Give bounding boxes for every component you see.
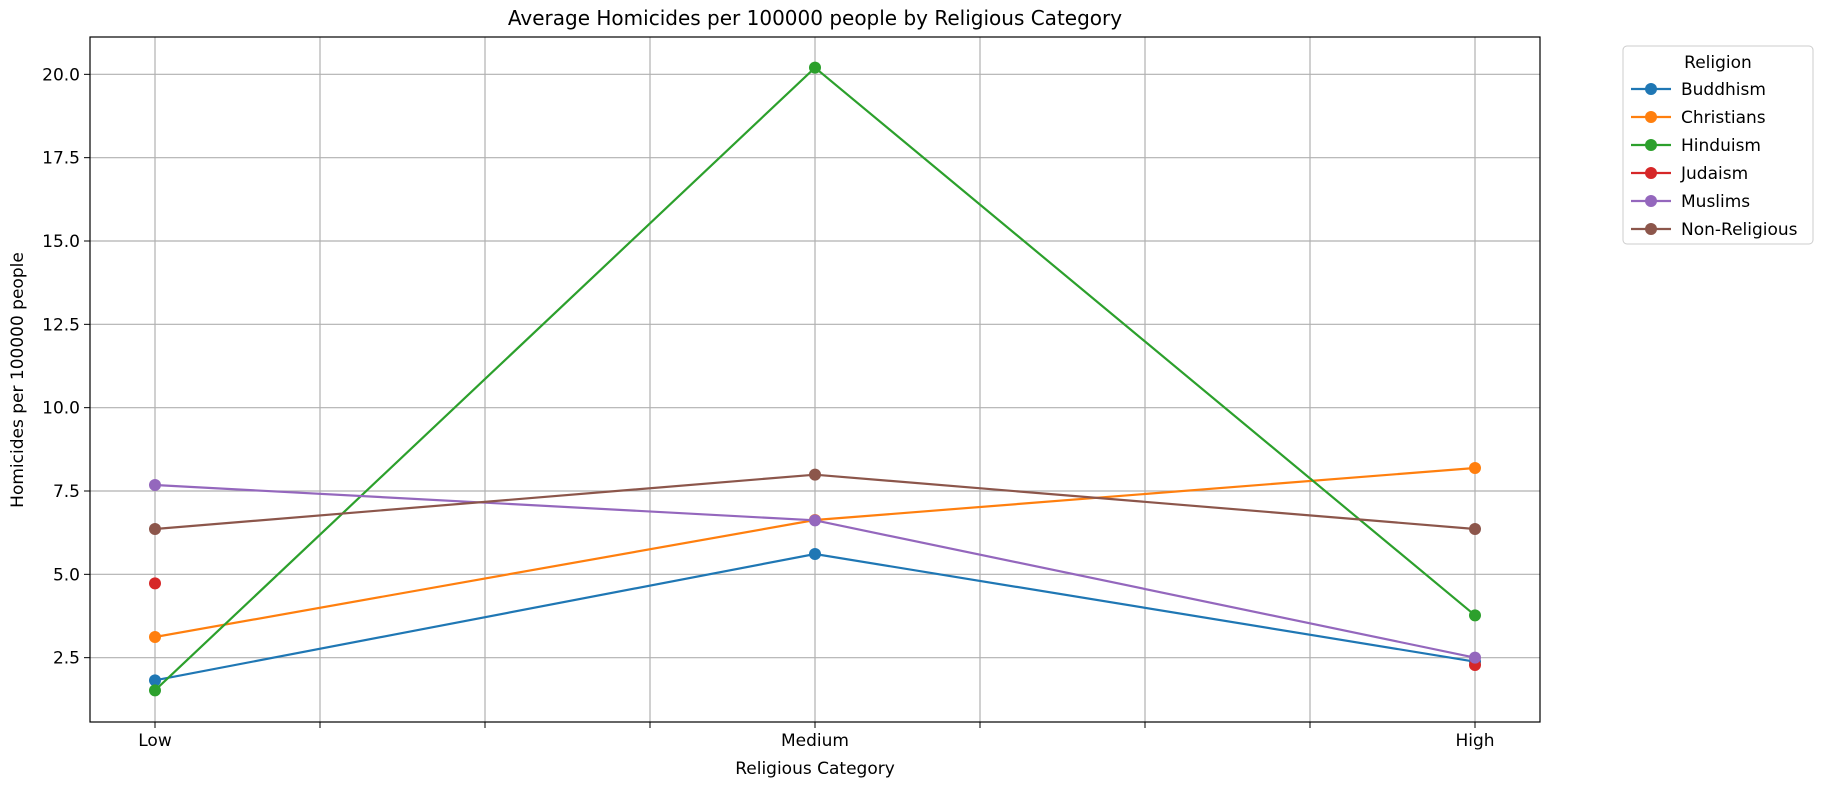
legend-label: Hinduism <box>1681 136 1761 156</box>
data-point-christians <box>149 631 161 643</box>
axis-ticks: Low Medium High 2.5 5.0 7.5 10.0 12.5 15.0 17.5 20… <box>42 65 1494 751</box>
series-muslims <box>149 479 1481 664</box>
legend-label: Muslims <box>1681 192 1750 212</box>
data-point-non-religious <box>809 468 821 481</box>
y-tick-label: 17.5 <box>42 149 80 169</box>
legend-item-judaism: Judaism <box>1631 164 1748 184</box>
data-point-hinduism <box>1469 609 1481 622</box>
legend-label: Christians <box>1681 108 1766 128</box>
x-tick-label: Low <box>138 731 172 751</box>
legend-label: Judaism <box>1680 164 1748 184</box>
legend-swatch-marker <box>1645 139 1657 151</box>
series-hinduism <box>149 61 1481 697</box>
legend-item-hinduism: Hinduism <box>1631 136 1761 156</box>
legend-item-christians: Christians <box>1631 108 1766 128</box>
x-tick-label: Medium <box>781 731 849 751</box>
legend-title: Religion <box>1684 53 1752 73</box>
data-point-non-religious <box>149 523 161 535</box>
data-point-buddhism <box>149 674 161 687</box>
y-axis-label: Homicides per 100000 people <box>8 252 28 508</box>
legend-item-muslims: Muslims <box>1631 192 1750 212</box>
y-tick-label: 12.5 <box>42 315 80 335</box>
legend-label: Buddhism <box>1681 80 1766 100</box>
legend-swatch-marker <box>1645 83 1657 95</box>
data-point-muslims <box>809 514 821 527</box>
data-point-hinduism <box>149 684 161 697</box>
legend-box <box>1622 45 1814 245</box>
legend-item-buddhism: Buddhism <box>1631 80 1766 100</box>
legend-item-non-religious: Non-Religious <box>1631 220 1798 240</box>
legend-swatch-marker <box>1645 223 1657 235</box>
grid-lines <box>90 37 1540 722</box>
y-tick-label: 10.0 <box>42 399 80 419</box>
y-tick-label: 5.0 <box>53 565 80 585</box>
legend-label: Non-Religious <box>1681 220 1798 240</box>
x-axis-label: Religious Category <box>735 759 895 779</box>
chart-title: Average Homicides per 100000 people by R… <box>508 6 1122 30</box>
data-point-muslims <box>1469 651 1481 664</box>
data-point-judaism <box>149 577 161 590</box>
legend-swatch-marker <box>1645 111 1657 123</box>
y-tick-label: 15.0 <box>42 232 80 252</box>
data-point-hinduism <box>809 61 821 74</box>
legend-swatch-marker <box>1645 167 1657 179</box>
data-point-muslims <box>149 479 161 491</box>
data-point-non-religious <box>1469 523 1481 535</box>
data-point-buddhism <box>809 548 821 560</box>
data-point-christians <box>1469 462 1481 474</box>
series-non-religious <box>149 468 1481 535</box>
y-tick-label: 20.0 <box>42 65 80 85</box>
plot-frame <box>89 36 1541 723</box>
y-tick-label: 7.5 <box>53 482 80 502</box>
legend-swatch-marker <box>1645 195 1657 207</box>
x-tick-label: High <box>1455 731 1494 751</box>
y-tick-label: 2.5 <box>53 649 80 669</box>
legend: Religion Buddhism Christians Hinduism Judai… <box>1622 45 1814 245</box>
series-layer <box>149 61 1481 697</box>
